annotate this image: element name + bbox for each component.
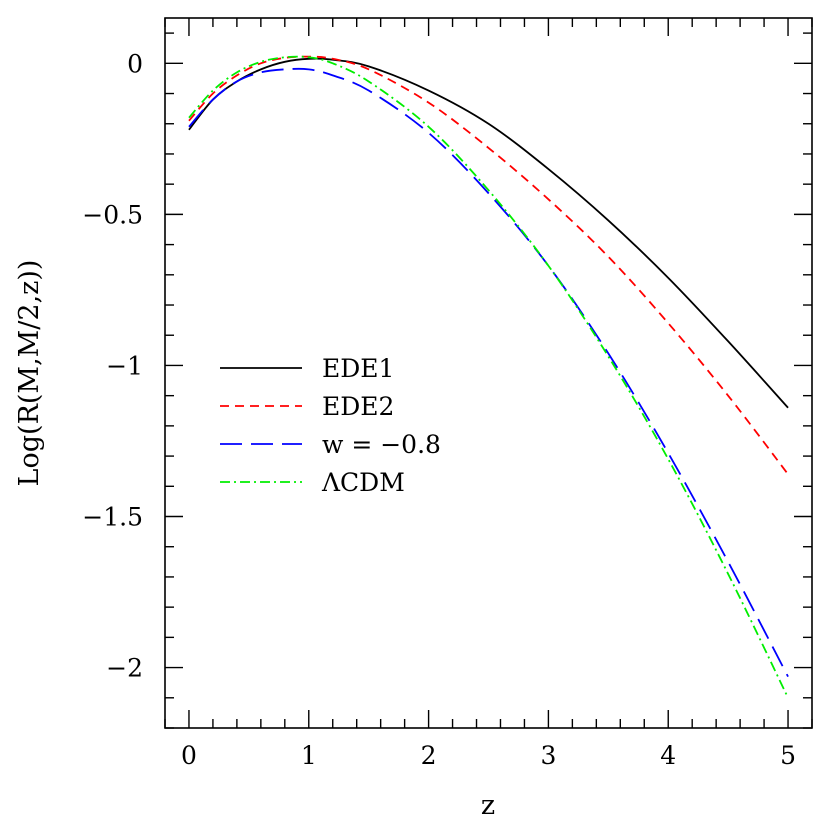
legend-label: EDE2 [322,392,394,421]
series-line [188,67,789,678]
x-axis-label: z [481,790,495,821]
legend-label: w = −0.8 [322,430,441,459]
x-tick-labels: 0 1 2 3 4 5 [181,741,796,770]
y-tick-label: −1.5 [82,503,143,532]
series-line [188,55,789,699]
series-lines [188,55,789,699]
legend-label: ΛCDM [321,468,405,497]
x-tick-label: 3 [540,741,556,770]
y-tick-labels: 0 −0.5 −1 −1.5 −2 [82,49,143,682]
y-tick-label: 0 [127,49,143,78]
axis-ticks [164,18,813,729]
legend: EDE1 EDE2 w = −0.8 ΛCDM [220,354,441,497]
series-line [188,55,789,475]
y-tick-label: −2 [106,654,143,683]
x-tick-label: 2 [421,741,437,770]
x-tick-label: 4 [660,741,676,770]
y-axis-label: Log(R(M,M/2,z)) [14,260,45,487]
series-line [188,57,789,409]
x-tick-label: 5 [780,741,796,770]
x-tick-label: 1 [301,741,317,770]
y-tick-label: −1 [106,351,143,380]
plot-frame [164,17,813,729]
legend-label: EDE1 [322,354,394,383]
x-tick-label: 0 [181,741,197,770]
y-tick-label: −0.5 [82,200,143,229]
